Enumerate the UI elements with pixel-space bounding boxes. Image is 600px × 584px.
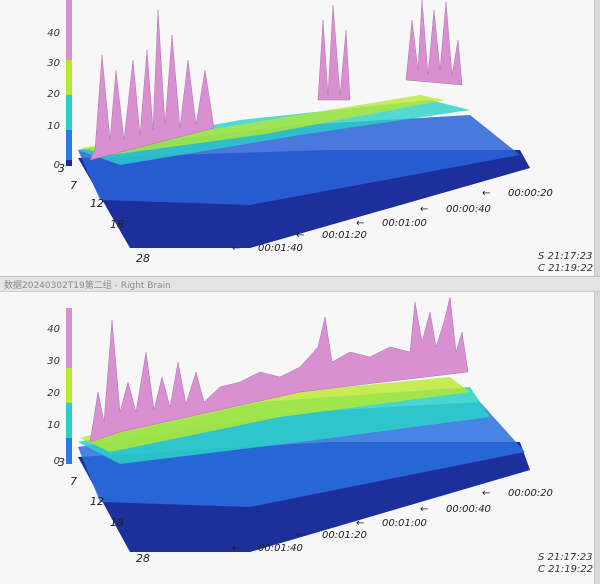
- time-tick-20s: ←: [482, 188, 490, 199]
- bottom-window-title: 数据20240302T19第二组 - Right Brain: [4, 281, 171, 291]
- scrollbar[interactable]: [594, 0, 600, 276]
- time-tick-40s-label: 00:00:40: [446, 204, 491, 215]
- surface-ridge: [78, 387, 490, 464]
- time-tick-1m: ←: [356, 218, 364, 229]
- time-tick-40s-label: 00:00:40: [446, 504, 491, 515]
- start-time-stamp: S 21:17:23: [538, 251, 592, 262]
- surface-midband: [78, 115, 520, 205]
- surface-crest: [80, 377, 470, 452]
- time-tick-40s: ←: [420, 204, 428, 215]
- time-tick-1m: ←: [356, 518, 364, 529]
- current-time-stamp: C 21:19:22: [538, 564, 593, 575]
- time-tick-20s-label: 00:00:20: [508, 488, 553, 499]
- y-tick-18: 18: [110, 516, 124, 529]
- z-tick-10: 10: [47, 121, 60, 132]
- time-tick-1m20: ←: [296, 530, 304, 541]
- time-tick-20s-label: 00:00:20: [508, 188, 553, 199]
- time-tick-1m20-label: 00:01:20: [322, 530, 367, 541]
- time-tick-1m40: ←: [232, 543, 240, 554]
- y-tick-12: 12: [90, 495, 104, 508]
- y-tick-28: 28: [136, 552, 150, 565]
- y-tick-3: 3: [58, 456, 65, 469]
- surface-crest: [80, 95, 445, 155]
- y-tick-18: 18: [110, 218, 124, 231]
- scrollbar[interactable]: [594, 292, 600, 584]
- time-tick-1m40-label: 00:01:40: [258, 543, 303, 554]
- z-tick-40: 40: [47, 28, 60, 39]
- color-scale-bar: [66, 0, 72, 166]
- z-tick-20: 20: [47, 388, 60, 399]
- z-tick-30: 30: [47, 356, 60, 367]
- z-tick-30: 30: [47, 58, 60, 69]
- y-tick-3: 3: [58, 162, 65, 175]
- z-tick-40: 40: [47, 324, 60, 335]
- y-tick-7: 7: [70, 179, 77, 192]
- surface-peaks: [89, 0, 463, 161]
- time-tick-1m40-label: 00:01:40: [258, 243, 303, 254]
- time-tick-1m-label: 00:01:00: [382, 518, 427, 529]
- spectrogram-3d-view-bottom: 40 30 20 10 0 3 7 12 18 28 ← 00:00:20 ← …: [47, 296, 593, 575]
- surface-ridge: [78, 100, 470, 165]
- spectrogram-panel-bottom: 40 30 20 10 0 3 7 12 18 28 ← 00:00:20 ← …: [0, 292, 600, 584]
- z-tick-0: 0: [54, 456, 60, 467]
- spectrogram-panel-top: 40 30 20 10 0 3 7 12 18 28 ← 00:00:20: [0, 0, 600, 277]
- bottom-window-titlebar[interactable]: 数据20240302T19第二组 - Right Brain: [0, 276, 600, 292]
- time-tick-1m20: ←: [296, 230, 304, 241]
- surface-peaks: [89, 296, 469, 443]
- y-tick-7: 7: [70, 475, 77, 488]
- z-tick-20: 20: [47, 89, 60, 100]
- time-tick-1m-label: 00:01:00: [382, 218, 427, 229]
- time-tick-20s: ←: [482, 488, 490, 499]
- color-scale-bar: [66, 308, 72, 464]
- y-tick-12: 12: [90, 197, 104, 210]
- spectrogram-3d-view-top: 40 30 20 10 0 3 7 12 18 28 ← 00:00:20: [47, 0, 593, 274]
- surface-midband: [78, 402, 525, 507]
- time-tick-40s: ←: [420, 504, 428, 515]
- time-tick-1m20-label: 00:01:20: [322, 230, 367, 241]
- z-tick-10: 10: [47, 420, 60, 431]
- z-tick-0: 0: [54, 160, 60, 171]
- start-time-stamp: S 21:17:23: [538, 552, 592, 563]
- current-time-stamp: C 21:19:22: [538, 263, 593, 274]
- time-tick-1m40: ←: [232, 243, 240, 254]
- y-tick-28: 28: [136, 252, 150, 265]
